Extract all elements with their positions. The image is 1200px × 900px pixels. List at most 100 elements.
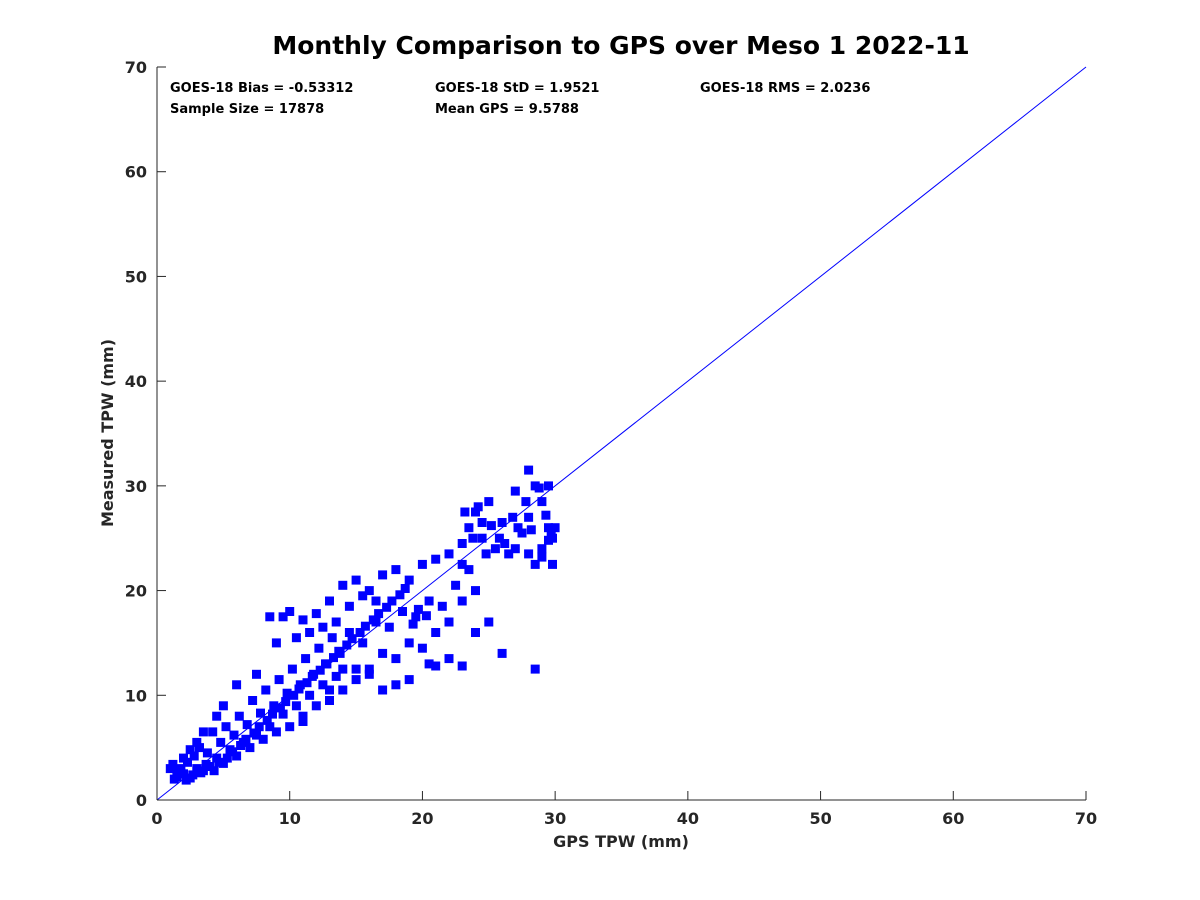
data-point bbox=[325, 685, 334, 695]
data-point bbox=[318, 622, 328, 632]
y-axis-label: Measured TPW (mm) bbox=[98, 339, 117, 527]
data-point bbox=[431, 628, 441, 637]
stats-annotations: GOES-18 Bias = -0.53312 GOES-18 StD = 1.… bbox=[170, 81, 870, 117]
data-point bbox=[289, 690, 299, 700]
data-point bbox=[444, 654, 454, 664]
data-point bbox=[232, 680, 242, 690]
x-tick-label: 30 bbox=[544, 809, 566, 828]
data-point bbox=[548, 533, 557, 543]
reference-line-layer bbox=[156, 66, 1087, 801]
data-point bbox=[218, 701, 228, 711]
data-point bbox=[471, 628, 480, 637]
data-point bbox=[298, 717, 308, 726]
data-point bbox=[275, 703, 285, 713]
data-point bbox=[417, 643, 427, 653]
y-tick-label: 60 bbox=[125, 163, 147, 182]
data-point bbox=[521, 497, 531, 507]
data-point bbox=[254, 722, 264, 732]
x-tick-label: 20 bbox=[411, 809, 433, 828]
data-point bbox=[179, 753, 188, 763]
stat-bias: GOES-18 Bias = -0.53312 bbox=[170, 81, 353, 96]
data-point bbox=[196, 768, 206, 778]
data-point bbox=[468, 533, 478, 543]
data-point bbox=[271, 638, 281, 648]
data-point bbox=[413, 604, 423, 614]
data-point bbox=[212, 711, 222, 721]
y-tick-label: 0 bbox=[136, 791, 147, 810]
data-point bbox=[457, 559, 467, 569]
data-point bbox=[329, 653, 338, 663]
data-point bbox=[221, 722, 231, 732]
data-point bbox=[271, 727, 281, 737]
data-point bbox=[546, 528, 556, 538]
x-tick-label: 0 bbox=[151, 809, 162, 828]
data-point bbox=[338, 685, 348, 695]
data-point bbox=[395, 590, 405, 600]
data-point bbox=[249, 728, 259, 738]
data-point bbox=[262, 715, 272, 725]
data-point bbox=[222, 753, 232, 763]
data-point bbox=[378, 685, 388, 695]
data-point bbox=[331, 617, 341, 627]
data-point bbox=[544, 523, 553, 533]
data-point bbox=[245, 743, 255, 753]
data-point bbox=[314, 643, 324, 653]
data-point bbox=[490, 544, 500, 554]
data-point bbox=[351, 664, 361, 674]
data-point bbox=[451, 580, 461, 590]
data-point bbox=[464, 523, 474, 533]
data-point bbox=[444, 549, 454, 559]
data-point bbox=[421, 611, 431, 621]
data-point bbox=[334, 646, 344, 656]
data-point bbox=[261, 685, 271, 695]
data-point bbox=[524, 512, 534, 522]
data-point bbox=[302, 678, 312, 688]
data-point bbox=[236, 741, 246, 750]
data-point bbox=[305, 628, 315, 637]
data-point bbox=[228, 747, 238, 757]
data-point bbox=[342, 640, 352, 650]
x-tick-label: 60 bbox=[942, 809, 964, 828]
data-point bbox=[500, 539, 510, 548]
data-point bbox=[360, 621, 370, 631]
data-point bbox=[301, 654, 311, 664]
x-tick-label: 40 bbox=[677, 809, 699, 828]
data-point bbox=[358, 591, 368, 601]
data-point bbox=[355, 628, 365, 637]
data-point bbox=[265, 612, 275, 622]
data-point bbox=[387, 596, 397, 606]
data-point bbox=[537, 497, 547, 507]
data-point bbox=[234, 711, 244, 721]
data-point bbox=[510, 544, 520, 554]
data-point bbox=[530, 664, 540, 674]
stat-std: GOES-18 StD = 1.9521 bbox=[435, 81, 599, 96]
data-point bbox=[358, 638, 368, 648]
data-point bbox=[517, 528, 527, 538]
data-point bbox=[287, 664, 297, 674]
data-point bbox=[404, 675, 414, 685]
data-point bbox=[384, 622, 394, 632]
y-tick-label: 70 bbox=[125, 58, 147, 77]
data-point bbox=[229, 730, 239, 740]
data-point bbox=[437, 601, 447, 611]
data-point bbox=[198, 727, 208, 737]
data-point bbox=[291, 633, 301, 643]
data-point bbox=[486, 521, 496, 531]
y-tick-label: 10 bbox=[125, 686, 147, 705]
data-point bbox=[424, 659, 434, 669]
y-tick-label: 20 bbox=[125, 582, 147, 601]
data-point bbox=[484, 617, 494, 627]
data-point bbox=[298, 711, 308, 721]
reference-line bbox=[156, 66, 1087, 801]
stat-mean-gps: Mean GPS = 9.5788 bbox=[435, 102, 579, 117]
data-point bbox=[364, 664, 374, 674]
data-point bbox=[285, 722, 295, 732]
data-point bbox=[173, 768, 183, 778]
data-point bbox=[269, 701, 279, 711]
data-point bbox=[192, 737, 202, 747]
data-point bbox=[378, 570, 388, 580]
data-point bbox=[351, 575, 361, 585]
data-point bbox=[404, 638, 414, 648]
chart-title: Monthly Comparison to GPS over Meso 1 20… bbox=[272, 31, 969, 60]
